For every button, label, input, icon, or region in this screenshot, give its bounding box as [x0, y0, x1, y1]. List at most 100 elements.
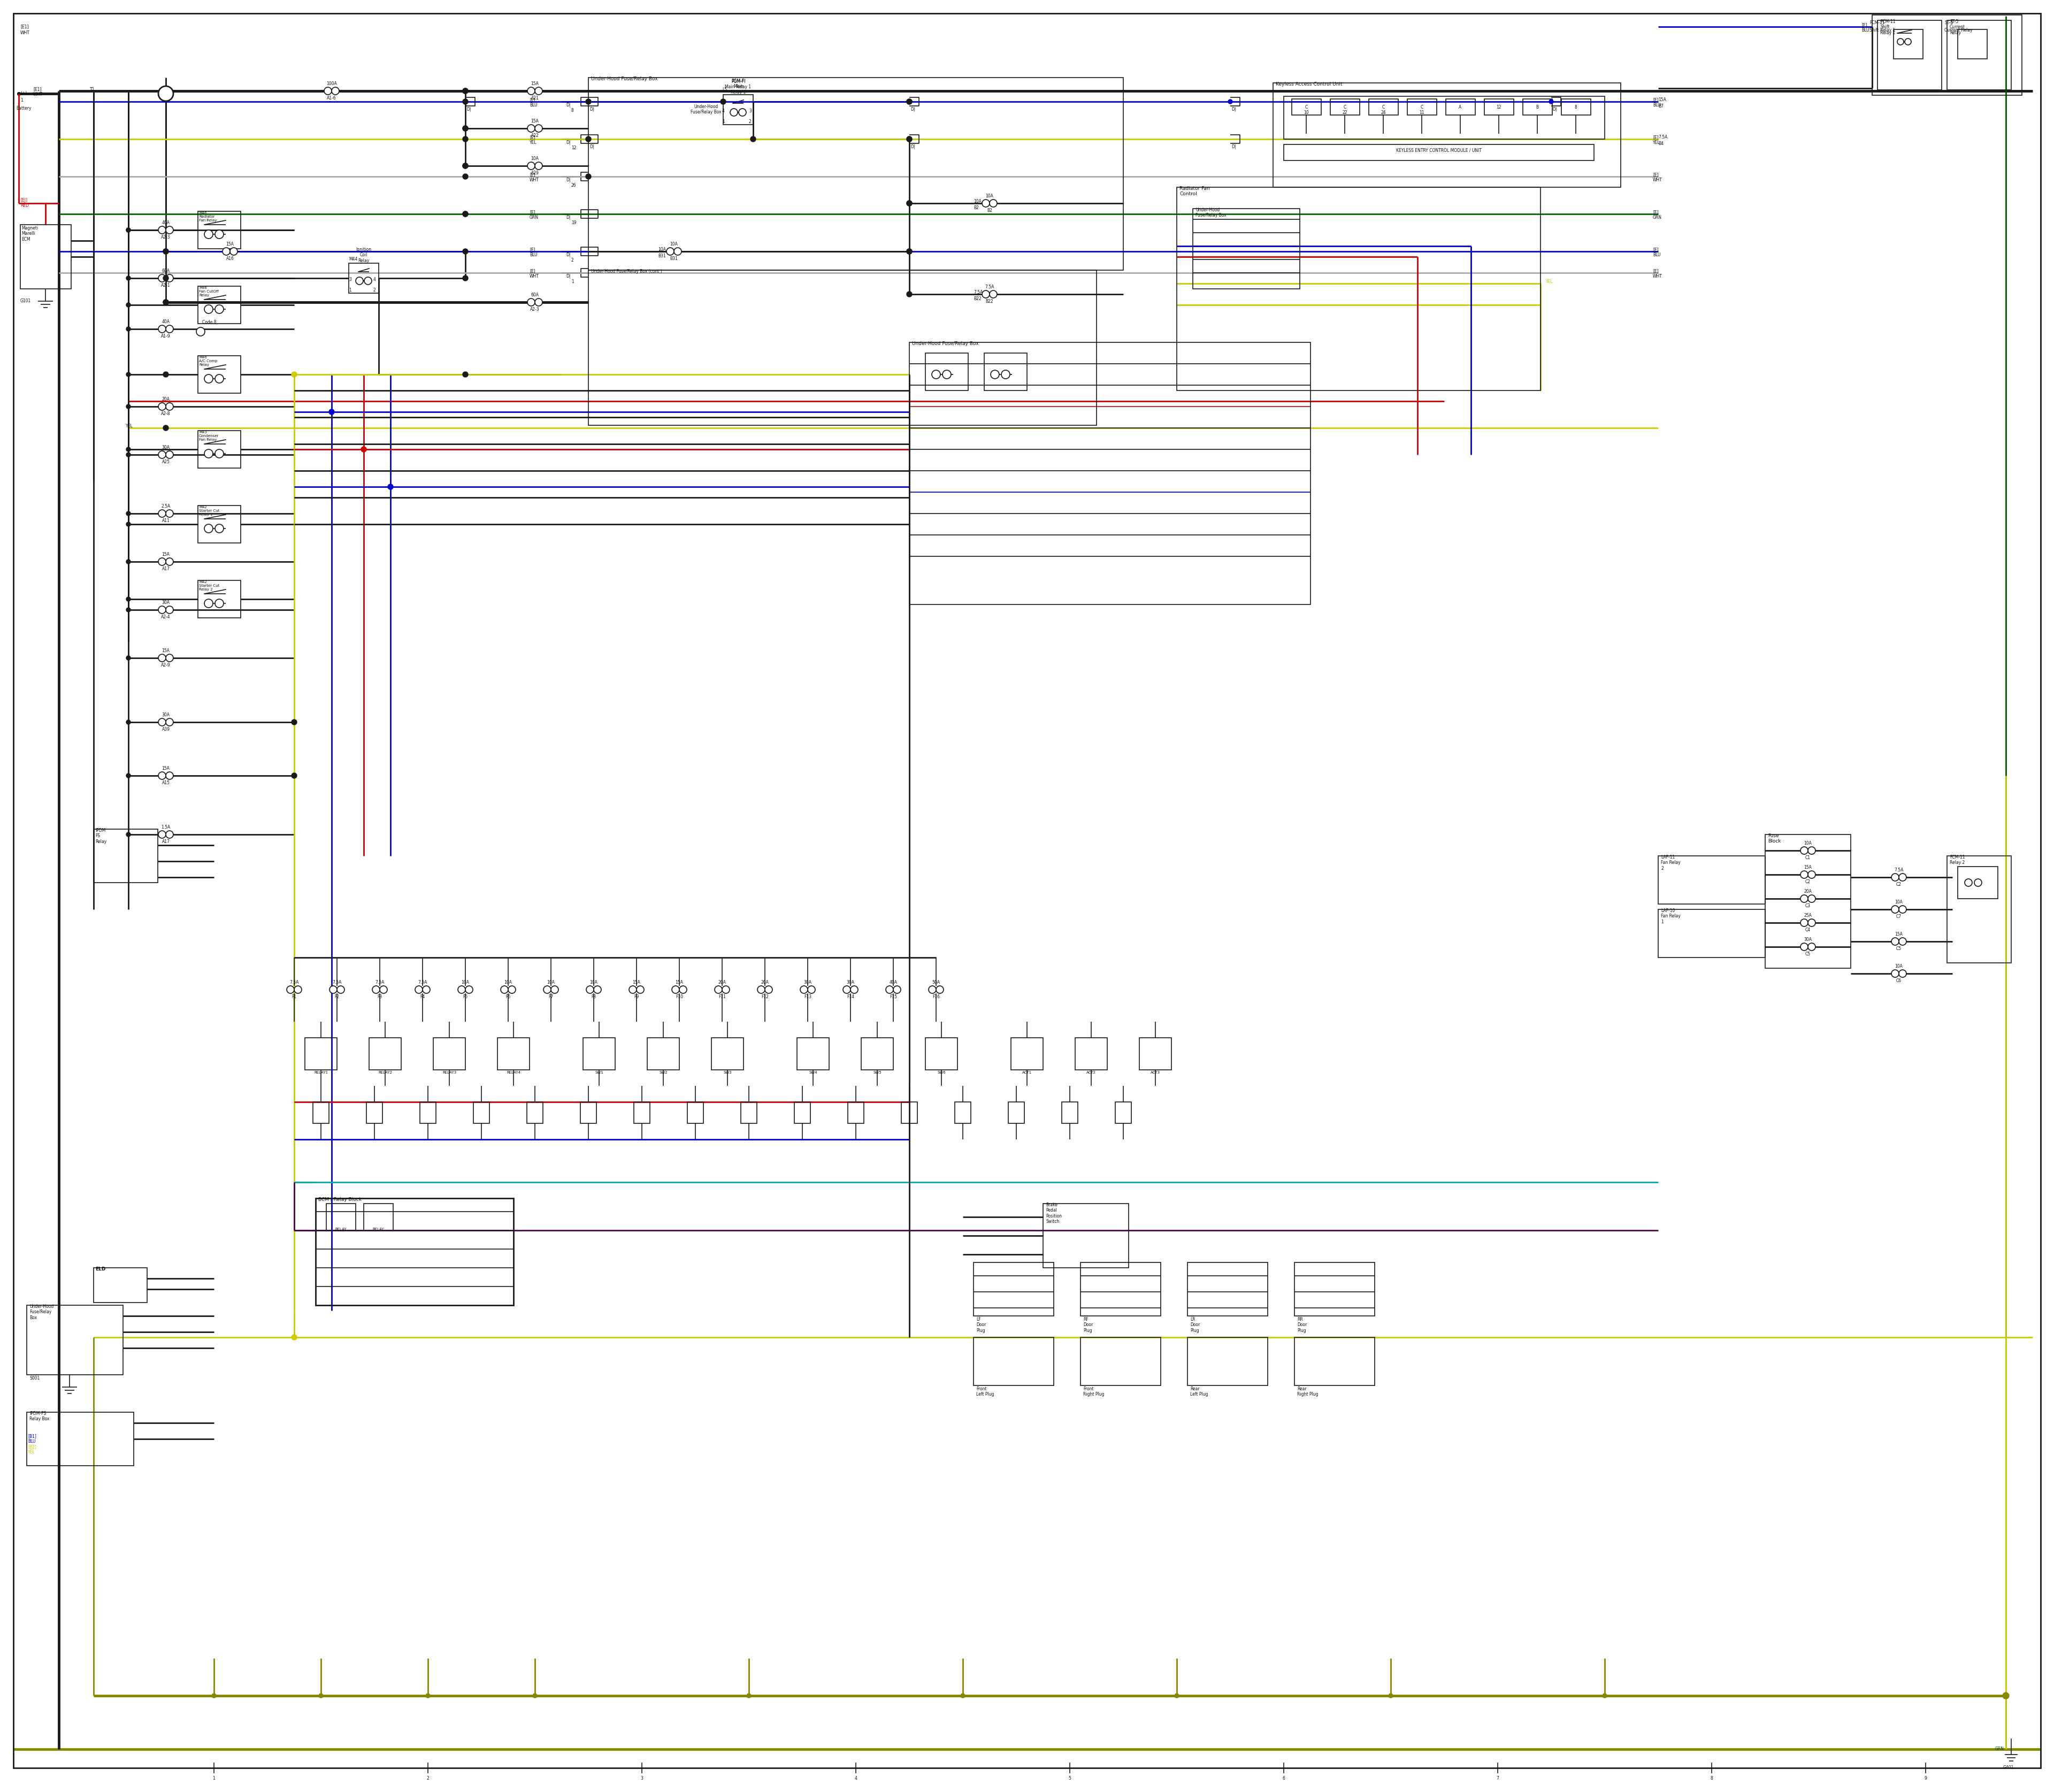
Bar	[94, 1267, 148, 1303]
Bar	[1522, 99, 1553, 115]
Circle shape	[125, 326, 131, 332]
Text: Rear
Left Plug: Rear Left Plug	[1189, 1387, 1208, 1398]
Text: D|: D|	[1553, 108, 1557, 111]
Bar	[528, 1102, 542, 1124]
Text: [E]
WHT: [E] WHT	[530, 172, 538, 183]
Text: M46
Fan CutOff
Relay: M46 Fan CutOff Relay	[199, 287, 218, 297]
Circle shape	[1898, 937, 1906, 944]
Text: F6: F6	[505, 995, 511, 1000]
Circle shape	[337, 986, 345, 993]
Text: 1: 1	[214, 1776, 216, 1781]
Bar	[1294, 1262, 1374, 1315]
Circle shape	[1808, 871, 1816, 878]
Circle shape	[885, 986, 893, 993]
Circle shape	[674, 247, 682, 254]
Text: 10A: 10A	[670, 242, 678, 247]
Bar	[197, 505, 240, 543]
Text: 12: 12	[1495, 106, 1501, 109]
Circle shape	[125, 720, 131, 724]
Circle shape	[216, 375, 224, 383]
Circle shape	[721, 99, 725, 104]
Circle shape	[585, 986, 594, 993]
Circle shape	[1898, 969, 1906, 977]
Circle shape	[125, 405, 131, 409]
Text: 8: 8	[1711, 1776, 1713, 1781]
Circle shape	[528, 88, 534, 95]
Bar	[419, 1102, 435, 1124]
Circle shape	[528, 125, 534, 133]
Text: WHT: WHT	[33, 91, 43, 97]
Text: B2: B2	[974, 206, 980, 210]
Text: [E]
GRN: [E] GRN	[530, 210, 538, 220]
Bar	[902, 1102, 918, 1124]
Text: GRN: GRN	[1994, 1747, 2005, 1751]
Circle shape	[203, 305, 214, 314]
Text: SW4: SW4	[809, 1072, 817, 1073]
Text: [E]
WHT: [E] WHT	[1653, 172, 1662, 183]
Text: 7.5A: 7.5A	[376, 980, 384, 986]
Text: Under-Hood Fuse/Relay Box: Under-Hood Fuse/Relay Box	[592, 77, 657, 81]
Text: Under-Hood Fuse/Relay Box (cont.): Under-Hood Fuse/Relay Box (cont.)	[592, 269, 661, 274]
Text: Magneti
Marelli
ECM: Magneti Marelli ECM	[21, 226, 39, 242]
Text: SW1: SW1	[596, 1072, 604, 1073]
Text: 10A: 10A	[1896, 964, 1902, 969]
Text: A17: A17	[162, 839, 170, 844]
Text: Under-Hood Fuse/Relay Box: Under-Hood Fuse/Relay Box	[912, 340, 978, 346]
Circle shape	[216, 229, 224, 238]
Circle shape	[222, 247, 230, 254]
Bar	[1561, 99, 1590, 115]
Text: 10A: 10A	[546, 980, 555, 986]
Text: YEL: YEL	[125, 423, 134, 428]
Circle shape	[158, 226, 166, 233]
Text: Code 8: Code 8	[201, 321, 216, 324]
Text: F2: F2	[335, 995, 339, 1000]
Circle shape	[937, 986, 943, 993]
Circle shape	[462, 211, 468, 217]
Bar	[1331, 99, 1360, 115]
Bar	[316, 1199, 514, 1305]
Bar	[197, 211, 240, 249]
Circle shape	[933, 371, 941, 378]
Text: 10A: 10A	[1896, 900, 1902, 905]
Text: 30A: 30A	[803, 980, 811, 986]
Circle shape	[2003, 1692, 2009, 1699]
Text: D|: D|	[466, 108, 470, 111]
Text: D|: D|	[910, 145, 914, 149]
Bar	[312, 1102, 329, 1124]
Circle shape	[203, 375, 214, 383]
Text: 60A: 60A	[162, 269, 170, 274]
Text: A: A	[1458, 106, 1462, 109]
Bar	[1284, 97, 1604, 140]
Text: F5: F5	[462, 995, 468, 1000]
Circle shape	[162, 425, 168, 430]
Text: RELAY3: RELAY3	[442, 1072, 456, 1073]
Bar	[94, 830, 158, 883]
Text: 15A: 15A	[676, 980, 684, 986]
Text: SW5: SW5	[873, 1072, 881, 1073]
Circle shape	[166, 557, 173, 566]
Circle shape	[166, 831, 173, 839]
Text: [E1]: [E1]	[21, 23, 29, 29]
Text: A2-3: A2-3	[160, 235, 170, 240]
Circle shape	[1602, 1693, 1606, 1697]
Text: F3: F3	[378, 995, 382, 1000]
Bar	[861, 1038, 893, 1070]
Text: 15A: 15A	[162, 649, 170, 652]
Circle shape	[355, 278, 364, 285]
Text: 9: 9	[1925, 1776, 1927, 1781]
Circle shape	[462, 88, 468, 93]
Circle shape	[166, 719, 173, 726]
Circle shape	[1175, 1693, 1179, 1697]
Text: 7: 7	[1497, 1776, 1499, 1781]
Circle shape	[329, 409, 335, 414]
Circle shape	[125, 656, 131, 659]
Text: C
22: C 22	[1341, 106, 1347, 115]
Text: [E]
YEL: [E] YEL	[530, 134, 536, 145]
Text: B: B	[1536, 106, 1538, 109]
Circle shape	[162, 249, 168, 254]
Circle shape	[292, 1335, 298, 1340]
Circle shape	[906, 249, 912, 254]
Text: C2: C2	[1896, 882, 1902, 887]
Text: LAF-10
Fan Relay
1: LAF-10 Fan Relay 1	[1662, 909, 1680, 925]
Bar	[1894, 29, 1923, 59]
